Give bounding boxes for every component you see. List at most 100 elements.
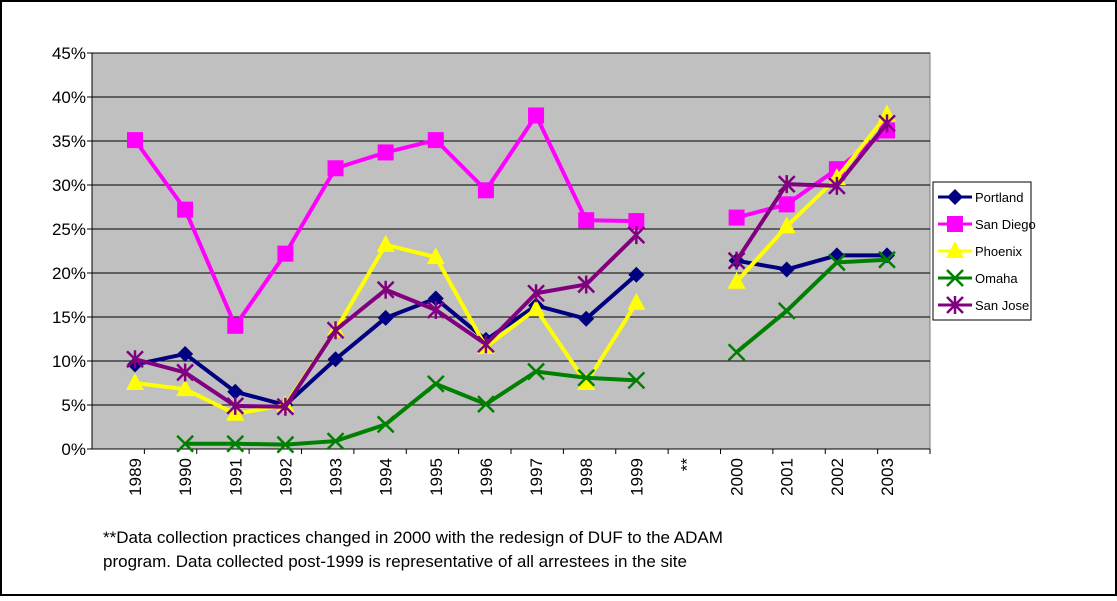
marker	[377, 309, 394, 326]
marker	[627, 226, 646, 245]
marker	[947, 189, 963, 205]
marker	[827, 253, 846, 272]
x-tick-label: 1994	[377, 458, 396, 496]
y-tick-label: 20%	[52, 264, 86, 283]
y-tick-label: 35%	[52, 132, 86, 151]
marker	[627, 292, 646, 310]
y-tick-label: 0%	[61, 440, 86, 459]
marker	[177, 201, 194, 218]
marker	[326, 432, 345, 450]
marker	[578, 310, 595, 327]
marker	[427, 290, 444, 307]
annotation: program. Data collected post-1999 is rep…	[103, 552, 687, 571]
x-tick-label: 2003	[878, 458, 897, 496]
x-tick-label: 1995	[427, 458, 446, 496]
marker	[426, 247, 445, 265]
marker	[477, 335, 495, 354]
y-tick-label: 5%	[61, 396, 86, 415]
legend-label: Phoenix	[975, 244, 1022, 259]
legend-label: San Jose	[975, 298, 1029, 313]
marker	[126, 373, 144, 390]
marker	[827, 176, 846, 195]
marker	[627, 371, 646, 390]
marker	[176, 434, 195, 453]
marker	[946, 269, 964, 287]
marker	[946, 296, 964, 314]
marker	[327, 351, 344, 368]
legend-label: Omaha	[975, 271, 1018, 286]
x-tick-label: **	[677, 458, 696, 472]
legend-label: Portland	[975, 190, 1023, 205]
x-tick-label: 1993	[327, 458, 346, 496]
x-tick-label: 2000	[728, 458, 747, 496]
marker	[227, 317, 244, 334]
marker	[778, 261, 795, 278]
marker	[127, 132, 143, 149]
marker	[376, 234, 395, 252]
x-tick-label: 1998	[577, 458, 596, 496]
x-tick-label: 2002	[828, 458, 847, 496]
marker	[477, 395, 495, 414]
marker	[528, 107, 545, 124]
marker	[276, 435, 295, 454]
y-tick-label: 40%	[52, 88, 86, 107]
marker	[628, 266, 645, 283]
marker	[947, 216, 963, 232]
marker	[376, 415, 395, 434]
marker	[327, 160, 344, 177]
marker	[176, 363, 195, 382]
marker	[226, 396, 245, 415]
x-tick-label: 1990	[176, 458, 195, 496]
marker	[777, 301, 796, 320]
marker	[177, 345, 194, 362]
marker	[377, 144, 394, 161]
marker	[777, 175, 796, 194]
marker	[226, 434, 245, 453]
marker	[427, 132, 444, 149]
marker	[126, 350, 144, 369]
marker	[527, 299, 546, 317]
x-tick-label: 1997	[527, 458, 546, 496]
plot-area	[91, 52, 931, 450]
marker	[728, 209, 745, 226]
x-tick-label: 1989	[126, 458, 145, 496]
marker	[778, 196, 795, 213]
marker	[527, 362, 545, 381]
marker	[578, 212, 595, 229]
annotation: **Data collection practices changed in 2…	[103, 528, 723, 547]
marker	[577, 368, 596, 387]
marker	[227, 383, 244, 400]
y-tick-label: 25%	[52, 220, 86, 239]
marker	[727, 251, 746, 270]
marker	[477, 182, 494, 199]
marker	[577, 373, 596, 390]
marker	[777, 216, 796, 234]
y-tick-label: 45%	[52, 44, 86, 63]
x-tick-label: 2001	[778, 458, 797, 496]
marker	[727, 343, 746, 362]
y-tick-label: 15%	[52, 308, 86, 327]
y-tick-label: 10%	[52, 352, 86, 371]
marker	[527, 284, 545, 303]
marker	[946, 241, 964, 258]
legend-label: San Diego	[975, 217, 1036, 232]
marker	[426, 374, 445, 393]
marker	[376, 280, 395, 299]
x-tick-label: 1999	[627, 458, 646, 496]
marker	[628, 213, 645, 230]
series-line	[185, 257, 888, 447]
x-tick-label: 1991	[226, 458, 245, 496]
marker	[276, 397, 295, 416]
marker	[577, 275, 596, 294]
x-tick-label: 1996	[477, 458, 496, 496]
marker	[878, 250, 896, 269]
marker	[176, 379, 195, 397]
legend: Portland San Diego Phoenix Omaha San Jose	[932, 181, 1036, 321]
x-tick-label: 1992	[276, 458, 295, 496]
marker	[727, 271, 746, 289]
y-tick-label: 30%	[52, 176, 86, 195]
marker	[878, 114, 896, 133]
marker	[326, 321, 345, 340]
